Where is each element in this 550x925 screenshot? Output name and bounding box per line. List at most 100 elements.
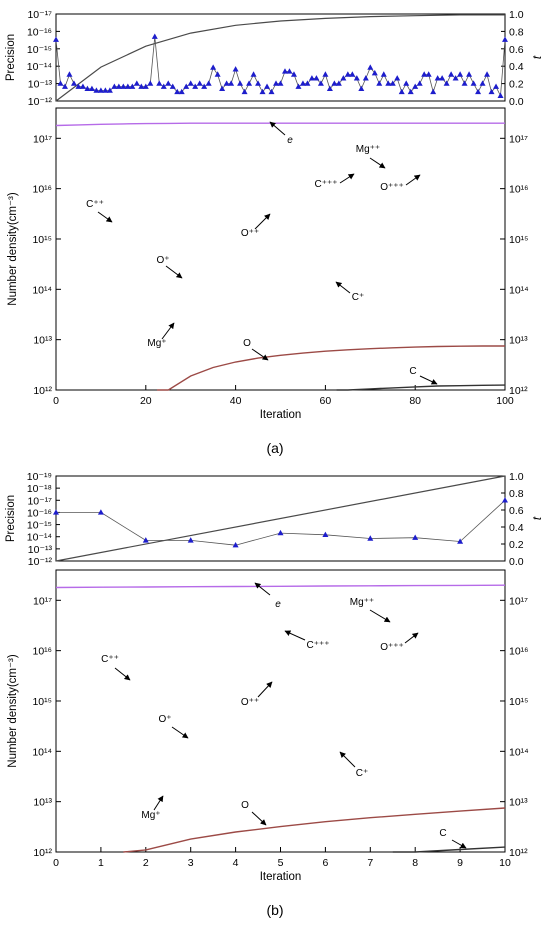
series-line-2 bbox=[56, 171, 505, 172]
y2-tick-label: 10¹² bbox=[509, 847, 528, 859]
panel-a-caption: (a) bbox=[266, 440, 283, 456]
precision-point bbox=[295, 83, 302, 89]
annotation-arrow bbox=[369, 157, 386, 169]
precision-point bbox=[97, 87, 104, 93]
annotation-label: C bbox=[439, 828, 446, 839]
y-tick-label: 10⁻¹⁹ bbox=[27, 471, 52, 483]
precision-point bbox=[151, 33, 158, 39]
x-tick-label: 7 bbox=[367, 857, 373, 869]
precision-point bbox=[349, 71, 356, 77]
precision-point bbox=[358, 85, 365, 92]
precision-point bbox=[421, 71, 428, 77]
precision-point bbox=[66, 71, 73, 77]
precision-point bbox=[403, 80, 410, 86]
annotation-arrow bbox=[339, 751, 356, 768]
annotation-arrow bbox=[254, 213, 271, 230]
annotation-arrow bbox=[339, 173, 355, 184]
y-tick-label: 10¹² bbox=[33, 385, 52, 397]
precision-point bbox=[210, 64, 217, 70]
annotation-arrow bbox=[251, 348, 269, 361]
x-tick-label: 5 bbox=[278, 857, 284, 869]
annotation-arrow bbox=[165, 265, 183, 279]
y-tick-label: 10⁻¹⁵ bbox=[27, 520, 52, 532]
series-line-0 bbox=[55, 584, 506, 589]
precision-point bbox=[142, 537, 149, 543]
y-axis-label: Precision bbox=[5, 34, 17, 81]
precision-point bbox=[313, 75, 320, 81]
precision-point bbox=[223, 80, 230, 86]
precision-point bbox=[250, 71, 257, 77]
precision-point bbox=[335, 80, 342, 86]
y-tick-label: 10¹⁴ bbox=[32, 284, 52, 296]
x-tick-label: 9 bbox=[457, 857, 463, 869]
precision-point bbox=[367, 64, 374, 70]
precision-point bbox=[470, 80, 477, 86]
precision-point bbox=[497, 92, 504, 98]
series-line-t bbox=[55, 14, 505, 102]
x-tick-label: 20 bbox=[140, 395, 152, 407]
precision-point bbox=[70, 80, 77, 86]
annotation-label: O bbox=[241, 800, 249, 811]
annotation-arrow bbox=[369, 609, 391, 623]
annotation-label: O⁺⁺ bbox=[241, 697, 259, 708]
y-axis-label: Number density(cm⁻³) bbox=[7, 192, 19, 306]
precision-point bbox=[326, 85, 333, 92]
y-tick-label: 10⁻¹⁷ bbox=[27, 9, 52, 21]
y-tick-label: 10⁻¹⁸ bbox=[27, 483, 52, 495]
annotation-arrow bbox=[171, 726, 189, 739]
precision-point bbox=[290, 71, 297, 77]
precision-point bbox=[264, 83, 271, 89]
precision-point bbox=[79, 83, 86, 89]
precision-point bbox=[502, 497, 508, 503]
series-line-1 bbox=[56, 629, 505, 634]
series-line-9 bbox=[123, 807, 506, 853]
precision-point bbox=[219, 85, 226, 92]
annotation-arrow bbox=[405, 174, 421, 186]
precision-point bbox=[84, 85, 91, 92]
y2-tick-label: 0.0 bbox=[509, 556, 524, 568]
y2-tick-label: 1.0 bbox=[509, 9, 524, 21]
annotation-label: O bbox=[243, 338, 251, 349]
annotation-arrow bbox=[153, 795, 164, 811]
y-tick-label: 10⁻¹² bbox=[28, 96, 53, 108]
annotation-label: O⁺⁺⁺ bbox=[380, 182, 404, 193]
x-axis-label: Iteration bbox=[260, 409, 302, 421]
x-tick-label: 4 bbox=[233, 857, 239, 869]
precision-point bbox=[237, 80, 244, 86]
y-axis-label: Precision bbox=[5, 495, 17, 542]
annotation-arrow bbox=[251, 811, 267, 826]
y-tick-label: 10⁻¹⁷ bbox=[27, 495, 52, 507]
y2-tick-label: 10¹³ bbox=[509, 797, 528, 809]
precision-point bbox=[398, 88, 405, 95]
precision-point bbox=[380, 71, 387, 77]
precision-point bbox=[371, 69, 378, 76]
precision-point bbox=[479, 80, 486, 86]
series-line-1 bbox=[56, 167, 505, 172]
precision-point bbox=[228, 80, 235, 86]
precision-point bbox=[457, 538, 464, 544]
x-tick-label: 8 bbox=[412, 857, 418, 869]
precision-point bbox=[178, 88, 185, 95]
annotation-label: O⁺ bbox=[156, 255, 169, 266]
y2-tick-label: 10¹⁶ bbox=[509, 184, 529, 196]
precision-point bbox=[389, 80, 396, 86]
precision-point bbox=[201, 83, 208, 89]
precision-point bbox=[232, 66, 239, 72]
precision-point bbox=[416, 80, 423, 86]
precision-point bbox=[93, 87, 100, 93]
y2-tick-label: 10¹³ bbox=[509, 335, 528, 347]
precision-point bbox=[169, 83, 176, 89]
y2-tick-label: 10¹⁵ bbox=[509, 234, 529, 246]
precision-point bbox=[286, 68, 293, 74]
annotation-label: C bbox=[409, 366, 416, 377]
y-tick-label: 10¹⁵ bbox=[32, 234, 52, 246]
x-tick-label: 100 bbox=[496, 395, 514, 407]
y-tick-label: 10¹⁶ bbox=[33, 646, 53, 658]
precision-point bbox=[376, 80, 383, 86]
y-tick-label: 10¹⁷ bbox=[33, 133, 52, 145]
y-tick-label: 10¹⁶ bbox=[33, 184, 53, 196]
annotation-label: Mg⁺⁺ bbox=[350, 597, 374, 608]
precision-point bbox=[120, 83, 127, 89]
y2-tick-label: 0.4 bbox=[509, 522, 524, 534]
x-tick-label: 0 bbox=[53, 857, 59, 869]
